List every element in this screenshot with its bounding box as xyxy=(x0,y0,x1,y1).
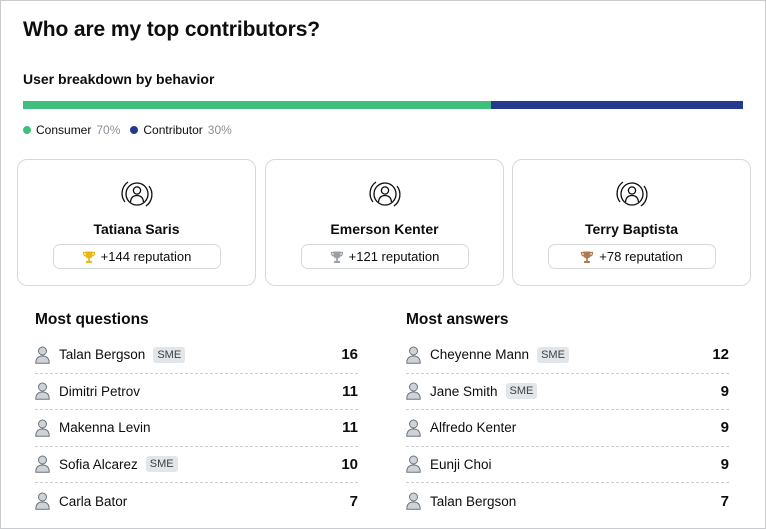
legend-label: Contributor xyxy=(143,123,203,137)
contributor-name: Tatiana Saris xyxy=(93,221,180,237)
count-value: 7 xyxy=(720,492,729,510)
count-value: 10 xyxy=(341,455,358,473)
page-title: Who are my top contributors? xyxy=(23,18,321,41)
list-item[interactable]: Alfredo Kenter 9 xyxy=(406,410,729,447)
user-name[interactable]: Carla Bator xyxy=(59,493,128,509)
top-contributor-cards: Tatiana Saris +144 reputation xyxy=(17,159,751,286)
contributor-card[interactable]: Tatiana Saris +144 reputation xyxy=(17,159,256,286)
user-name[interactable]: Makenna Levin xyxy=(59,420,151,436)
sme-badge: SME xyxy=(537,346,569,363)
count-value: 9 xyxy=(720,382,729,400)
breakdown-bar-segment-contributor xyxy=(491,101,743,109)
sme-badge: SME xyxy=(505,383,538,400)
most-answers-list: Most answers Cheyenne Mann SME 12 Jane Smit… xyxy=(406,311,729,520)
reputation-pill: +121 reputation xyxy=(300,244,469,269)
most-questions-heading: Most questions xyxy=(35,311,149,328)
list-item[interactable]: Talan Bergson SME 16 xyxy=(35,337,358,374)
user-name[interactable]: Cheyenne Mann xyxy=(430,347,530,363)
trophy-silver-icon xyxy=(330,251,343,263)
person-icon xyxy=(35,455,50,473)
contributor-card[interactable]: Emerson Kenter +121 reputation xyxy=(265,159,504,286)
person-icon xyxy=(35,492,50,510)
list-item[interactable]: Eunji Choi 9 xyxy=(406,447,729,483)
user-avatar-icon xyxy=(120,181,153,207)
person-icon xyxy=(35,382,50,400)
person-icon xyxy=(406,455,421,473)
breakdown-legend: Consumer 70% Contributor 30% xyxy=(23,123,242,137)
trophy-bronze-icon xyxy=(581,251,594,263)
count-value: 7 xyxy=(349,492,358,510)
breakdown-bar xyxy=(23,101,743,109)
user-name[interactable]: Jane Smith xyxy=(430,383,498,399)
list-item[interactable]: Jane Smith SME 9 xyxy=(406,374,729,410)
person-icon xyxy=(406,346,421,364)
count-value: 9 xyxy=(720,419,729,437)
user-name[interactable]: Dimitri Petrov xyxy=(59,383,141,399)
reputation-label: +121 reputation xyxy=(348,249,440,264)
list-item[interactable]: Cheyenne Mann SME 12 xyxy=(406,337,729,374)
person-icon xyxy=(35,419,50,437)
sme-badge: SME xyxy=(145,456,178,473)
breakdown-title: User breakdown by behavior xyxy=(23,71,215,87)
most-answers-rows: Cheyenne Mann SME 12 Jane Smith SME 9 Alfredo … xyxy=(406,337,729,520)
legend-percent: 30% xyxy=(207,123,232,137)
legend-dot-icon xyxy=(23,126,31,134)
list-item[interactable]: Talan Bergson 7 xyxy=(406,483,729,520)
user-name[interactable]: Sofia Alcarez xyxy=(59,456,138,472)
list-item[interactable]: Makenna Levin 11 xyxy=(35,410,358,447)
reputation-pill: +144 reputation xyxy=(52,244,221,269)
legend-percent: 70% xyxy=(96,123,121,137)
list-item[interactable]: Sofia Alcarez SME 10 xyxy=(35,447,358,483)
list-item[interactable]: Dimitri Petrov 11 xyxy=(35,374,358,410)
user-name[interactable]: Talan Bergson xyxy=(430,493,517,509)
reputation-label: +144 reputation xyxy=(100,249,192,264)
sme-badge: SME xyxy=(153,346,186,363)
person-icon xyxy=(406,419,421,437)
breakdown-bar-segment-consumer xyxy=(23,101,491,109)
count-value: 11 xyxy=(342,419,358,437)
most-answers-heading: Most answers xyxy=(406,311,509,328)
user-avatar-icon xyxy=(368,181,401,207)
trophy-gold-icon xyxy=(82,251,95,263)
reputation-pill: +78 reputation xyxy=(547,244,716,269)
count-value: 9 xyxy=(720,455,729,473)
count-value: 16 xyxy=(341,346,358,364)
legend-item-consumer: Consumer 70% xyxy=(23,123,120,137)
legend-dot-icon xyxy=(130,126,139,134)
person-icon xyxy=(406,492,421,510)
contributor-name: Emerson Kenter xyxy=(330,221,439,237)
person-icon xyxy=(35,346,50,364)
contributor-name: Terry Baptista xyxy=(584,221,679,237)
person-icon xyxy=(406,382,421,400)
user-name[interactable]: Alfredo Kenter xyxy=(430,420,517,436)
legend-label: Consumer xyxy=(36,123,92,137)
list-item[interactable]: Carla Bator 7 xyxy=(35,483,358,520)
count-value: 11 xyxy=(342,382,358,400)
contributor-card[interactable]: Terry Baptista +78 reputation xyxy=(512,159,751,286)
most-questions-rows: Talan Bergson SME 16 Dimitri Petrov 11 Makenn… xyxy=(35,337,358,520)
legend-item-contributor: Contributor 30% xyxy=(130,123,232,137)
user-name[interactable]: Eunji Choi xyxy=(430,456,492,472)
user-avatar-icon xyxy=(615,181,648,207)
count-value: 12 xyxy=(712,346,729,364)
reputation-label: +78 reputation xyxy=(599,249,683,264)
user-name[interactable]: Talan Bergson xyxy=(59,347,146,363)
most-questions-list: Most questions Talan Bergson SME 16 Dimitri… xyxy=(35,311,358,520)
